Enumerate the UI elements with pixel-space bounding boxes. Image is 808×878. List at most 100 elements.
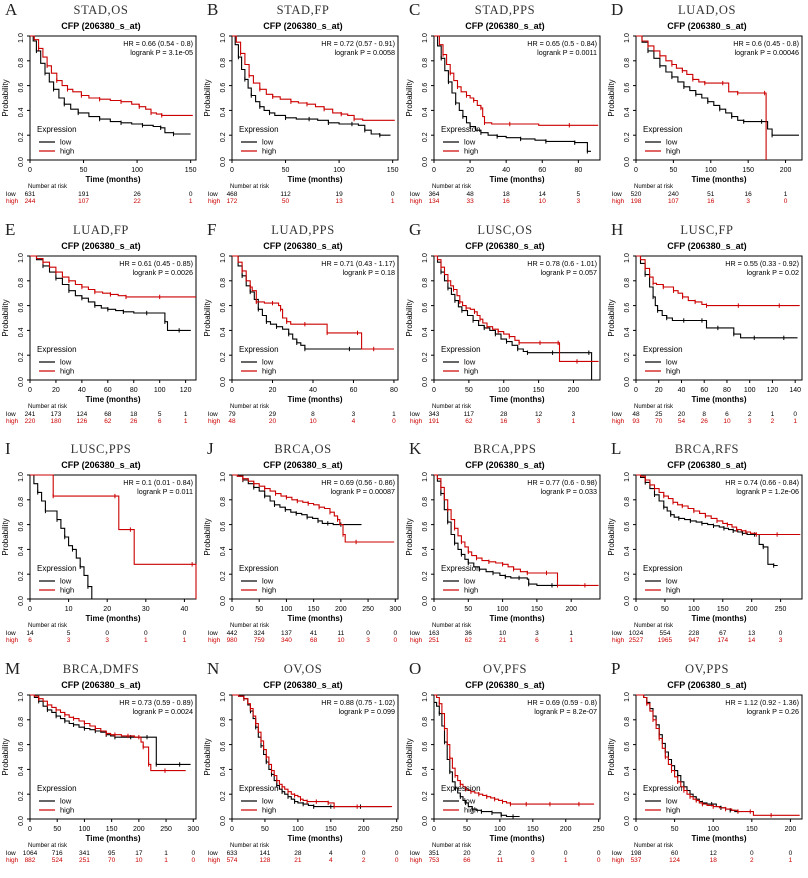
risk-count: 537: [630, 856, 642, 864]
x-tick-label: 100: [131, 167, 143, 174]
y-tick-label: 1.0: [624, 33, 631, 43]
risk-count: 0: [596, 856, 601, 864]
y-tick-label: 0.2: [624, 571, 631, 581]
x-tick-label: 150: [746, 826, 758, 833]
risk-count: 4: [351, 417, 356, 425]
x-axis-label: Time (months): [692, 614, 747, 623]
km-plot: 0.0 0.2 0.4 0.6 0.8 1.0 0 50 100 150 200 250 Probabi…: [203, 692, 403, 843]
y-tick-label: 0.4: [422, 107, 429, 117]
plot-border: [433, 474, 601, 600]
risk-count: 48: [466, 191, 474, 198]
risk-count: 5: [157, 410, 162, 418]
logrank-annotation: logrank P = 0.033: [541, 487, 597, 496]
risk-row-low: low 351 20 2 0 0 0: [404, 850, 606, 857]
y-tick-label: 0.4: [422, 766, 429, 776]
x-tick-label: 150: [527, 826, 539, 833]
gene-probe-label: CFP (206380_s_at): [263, 21, 343, 31]
km-panel-BRCA,PPS: K BRCA,PPS CFP (206380_s_at) 0.0 0.2 0.4 0.6 0.…: [404, 439, 606, 659]
risk-row-high: high 6 3 3 1 1: [0, 637, 202, 644]
km-curve-low: [636, 254, 798, 338]
risk-count: 1: [569, 637, 573, 644]
panel-title: LUSC,OS: [477, 222, 533, 237]
legend-label-low: low: [60, 138, 72, 147]
legend-label-low: low: [60, 357, 72, 366]
panel-letter: N: [207, 658, 220, 678]
y-tick-label: 0.2: [220, 352, 227, 362]
risk-row-low: low 633 141 28 4 0 0: [202, 850, 404, 857]
risk-count: 1064: [22, 849, 38, 857]
km-plot: 0.0 0.2 0.4 0.6 0.8 1.0 0 20 40 60 80 100 120 140 Prob…: [607, 253, 803, 404]
risk-count: 18: [709, 856, 717, 864]
legend-label-low: low: [666, 796, 678, 805]
y-tick-label: 0.0: [624, 157, 631, 167]
risk-count: 0: [788, 849, 793, 857]
hr-annotation: HR = 0.78 (0.6 - 1.01): [527, 259, 597, 268]
legend-title: Expression: [643, 125, 683, 134]
km-curve-high: [636, 35, 767, 160]
risk-count: 19: [335, 191, 343, 198]
y-tick-label: 1.0: [624, 692, 631, 702]
y-tick-label: 0.8: [624, 716, 631, 726]
y-tick-label: 0.2: [422, 791, 429, 801]
risk-row-label: high: [612, 198, 625, 205]
legend-label-low: low: [262, 138, 274, 147]
plot-border: [231, 474, 399, 600]
plot-border: [231, 255, 399, 380]
risk-count: 0: [182, 630, 187, 637]
panel-title: LUSC,FP: [680, 222, 734, 237]
risk-row-low: low 520 240 51 16 1: [606, 191, 808, 198]
number-at-risk-label: Number at risk: [634, 403, 674, 410]
x-tick-label: 0: [28, 167, 32, 174]
gene-probe-label: CFP (206380_s_at): [61, 679, 141, 690]
y-axis-label: Probability: [607, 299, 616, 336]
x-tick-label: 60: [104, 387, 112, 394]
x-axis-label: Time (months): [692, 834, 747, 843]
hr-annotation: HR = 0.6 (0.45 - 0.8): [733, 39, 799, 48]
gene-probe-label: CFP (206380_s_at): [263, 679, 343, 690]
risk-count: 3: [351, 410, 356, 418]
x-axis-label: Time (months): [490, 395, 545, 404]
risk-count: 554: [659, 630, 671, 637]
plot-border: [29, 255, 197, 380]
risk-count: 6: [28, 637, 32, 644]
risk-count: 2: [770, 417, 775, 425]
risk-row-high: high 198 107 16 3 0: [606, 198, 808, 205]
x-tick-label: 100: [292, 826, 304, 833]
panel-letter: O: [409, 658, 422, 678]
y-tick-label: 0.8: [220, 497, 227, 507]
legend-label-high: high: [60, 805, 74, 814]
y-tick-label: 1.0: [220, 253, 227, 263]
number-at-risk-label: Number at risk: [432, 184, 472, 190]
risk-row-label: low: [612, 410, 622, 418]
legend-label-low: low: [60, 577, 72, 586]
number-at-risk-label: Number at risk: [634, 184, 674, 190]
risk-count: 1: [164, 849, 168, 857]
y-axis-label: Probability: [1, 79, 10, 116]
number-at-risk-label: Number at risk: [230, 403, 270, 410]
risk-count: 163: [428, 630, 440, 637]
km-curve-high: [232, 474, 395, 543]
risk-row-label: high: [612, 637, 625, 644]
risk-count: 68: [310, 637, 318, 644]
y-tick-label: 1.0: [624, 253, 631, 263]
panel-letter: A: [5, 0, 18, 19]
panel-title: BRCA,PPS: [473, 442, 537, 456]
panel-letter: P: [611, 658, 621, 678]
x-tick-label: 250: [775, 606, 787, 613]
risk-row-high: high 244 107 22 1: [0, 198, 202, 205]
logrank-annotation: logrank P = 0.0011: [537, 48, 597, 57]
km-plot: 0.0 0.2 0.4 0.6 0.8 1.0 0 50 100 150 200 Probabilit…: [607, 33, 803, 184]
risk-row-label: low: [410, 191, 420, 198]
risk-count: 18: [502, 191, 510, 198]
plot-border: [433, 35, 601, 161]
x-tick-label: 0: [230, 387, 234, 394]
y-axis-label: Probability: [203, 299, 212, 336]
risk-count: 1: [183, 410, 188, 418]
risk-count: 33: [466, 198, 474, 205]
risk-count: 124: [76, 410, 88, 418]
x-tick-label: 0: [230, 606, 234, 613]
x-tick-label: 100: [744, 387, 756, 394]
x-tick-label: 100: [705, 167, 717, 174]
x-tick-label: 150: [387, 167, 399, 174]
risk-count: 0: [392, 417, 396, 425]
